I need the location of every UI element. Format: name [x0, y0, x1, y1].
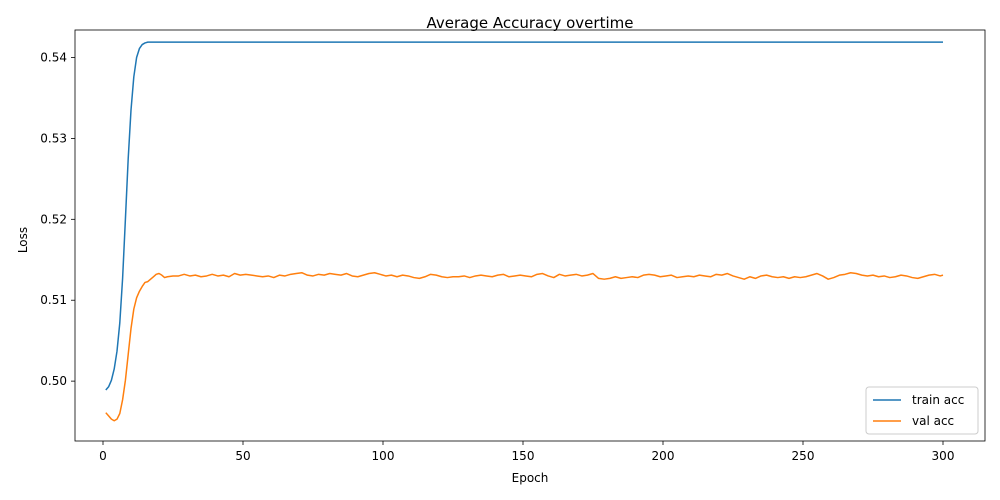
series-line-val-acc [105, 271, 944, 422]
plot-frame [74, 29, 986, 442]
x-tick-label: 250 [792, 449, 815, 463]
y-axis-label: Loss [16, 227, 30, 253]
y-axis-ticks: 0.50 0.51 0.52 0.53 0.54 [40, 51, 75, 388]
x-tick-label: 0 [99, 449, 107, 463]
series-layer [105, 41, 944, 422]
x-tick-label: 100 [372, 449, 395, 463]
x-axis-ticks: 0 50 100 150 200 250 300 [99, 441, 954, 463]
x-axis-label: Epoch [512, 471, 549, 485]
y-tick-label: 0.53 [40, 131, 67, 145]
plot-area: 0 50 100 150 200 250 300 0.50 0.51 0.52 0.53 0.54 [40, 29, 986, 463]
x-tick-label: 50 [235, 449, 250, 463]
y-tick-label: 0.50 [40, 374, 67, 388]
legend-label-val-acc: val acc [912, 414, 954, 428]
series-line-train-acc [105, 41, 943, 391]
x-tick-label: 300 [932, 449, 955, 463]
chart-title: Average Accuracy overtime [427, 14, 634, 32]
legend-label-train-acc: train acc [912, 393, 964, 407]
x-tick-label: 200 [652, 449, 675, 463]
x-tick-label: 150 [512, 449, 535, 463]
legend: train acc val acc [865, 386, 979, 435]
legend-frame [865, 386, 979, 435]
y-tick-label: 0.52 [40, 212, 67, 226]
y-tick-label: 0.54 [40, 51, 67, 65]
y-tick-label: 0.51 [40, 293, 67, 307]
